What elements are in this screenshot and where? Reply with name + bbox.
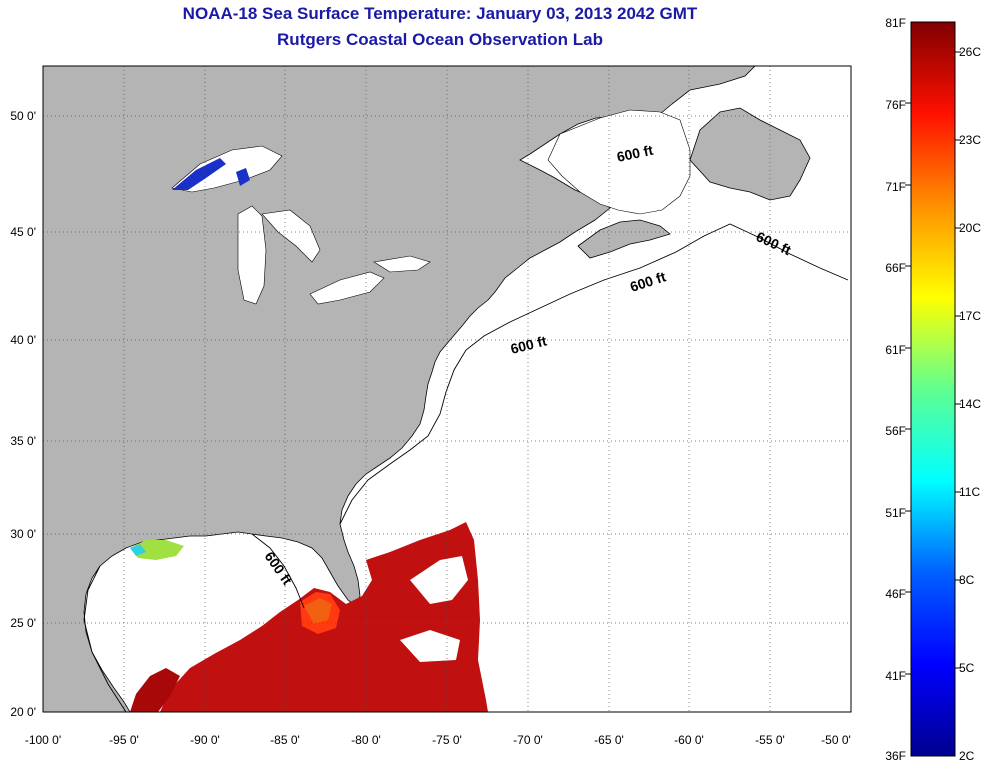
lon-tick-label: -85 0' [270, 733, 300, 747]
sst-swath-gulf-coast [130, 540, 184, 560]
colorbar-c-label: 26C [959, 45, 981, 59]
colorbar-c-label: 8C [959, 573, 975, 587]
map-subtitle: Rutgers Coastal Ocean Observation Lab [277, 30, 603, 49]
sst-cloud-white [400, 556, 468, 662]
sst-swath-florida-orange [304, 598, 332, 624]
colorbar-f-label: 41F [885, 669, 906, 683]
colorbar-c-label: 17C [959, 309, 981, 323]
colorbar-c-label: 5C [959, 661, 975, 675]
gulf-st-lawrence [547, 109, 691, 215]
colorbar-c-label: 20C [959, 221, 981, 235]
lon-tick-label: -95 0' [109, 733, 139, 747]
lat-tick-label: 50 0' [10, 109, 36, 123]
colorbar-c-label: 2C [959, 749, 975, 763]
lat-tick-label: 40 0' [10, 333, 36, 347]
land-nova-scotia [577, 219, 671, 259]
lon-tick-label: -90 0' [190, 733, 220, 747]
colorbar-f-label: 76F [885, 98, 906, 112]
map-title: NOAA-18 Sea Surface Temperature: January… [182, 4, 698, 23]
lon-tick-label: -75 0' [432, 733, 462, 747]
lat-tick-label: 45 0' [10, 225, 36, 239]
lon-tick-label: -100 0' [25, 733, 61, 747]
isobath-label: 600 ft [615, 142, 654, 165]
colorbar-f-label: 71F [885, 180, 906, 194]
lon-tick-label: -55 0' [755, 733, 785, 747]
colorbar-f-label: 56F [885, 424, 906, 438]
lon-tick-label: -50 0' [821, 733, 851, 747]
colorbar-f-label: 61F [885, 343, 906, 357]
sst-swath-west-gulf [130, 668, 180, 712]
colorbar-f-label: 36F [885, 749, 906, 763]
lake-superior-sst [172, 158, 250, 190]
colorbar-c-label: 11C [959, 485, 980, 499]
lon-tick-label: -60 0' [674, 733, 704, 747]
sst-swath-gulf-coast-cyan [130, 544, 146, 556]
colorbar [910, 21, 956, 757]
map-frame [42, 65, 852, 713]
colorbar-f-label: 66F [885, 261, 906, 275]
colorbar-c-label: 14C [959, 397, 981, 411]
lon-tick-label: -65 0' [594, 733, 624, 747]
colorbar-f-label: 46F [885, 587, 906, 601]
lon-tick-label: -80 0' [351, 733, 381, 747]
lat-tick-label: 20 0' [10, 705, 36, 719]
graticule [43, 66, 851, 712]
colorbar-f-label: 51F [885, 506, 906, 520]
lat-tick-label: 25 0' [10, 616, 36, 630]
great-lakes [171, 145, 431, 305]
colorbar-f-label: 81F [885, 16, 906, 30]
lat-tick-label: 35 0' [10, 434, 36, 448]
lon-tick-label: -70 0' [513, 733, 543, 747]
isobath-600ft [83, 223, 849, 712]
land-newfoundland [689, 107, 811, 201]
lat-tick-label: 30 0' [10, 527, 36, 541]
colorbar-c-label: 23C [959, 133, 981, 147]
